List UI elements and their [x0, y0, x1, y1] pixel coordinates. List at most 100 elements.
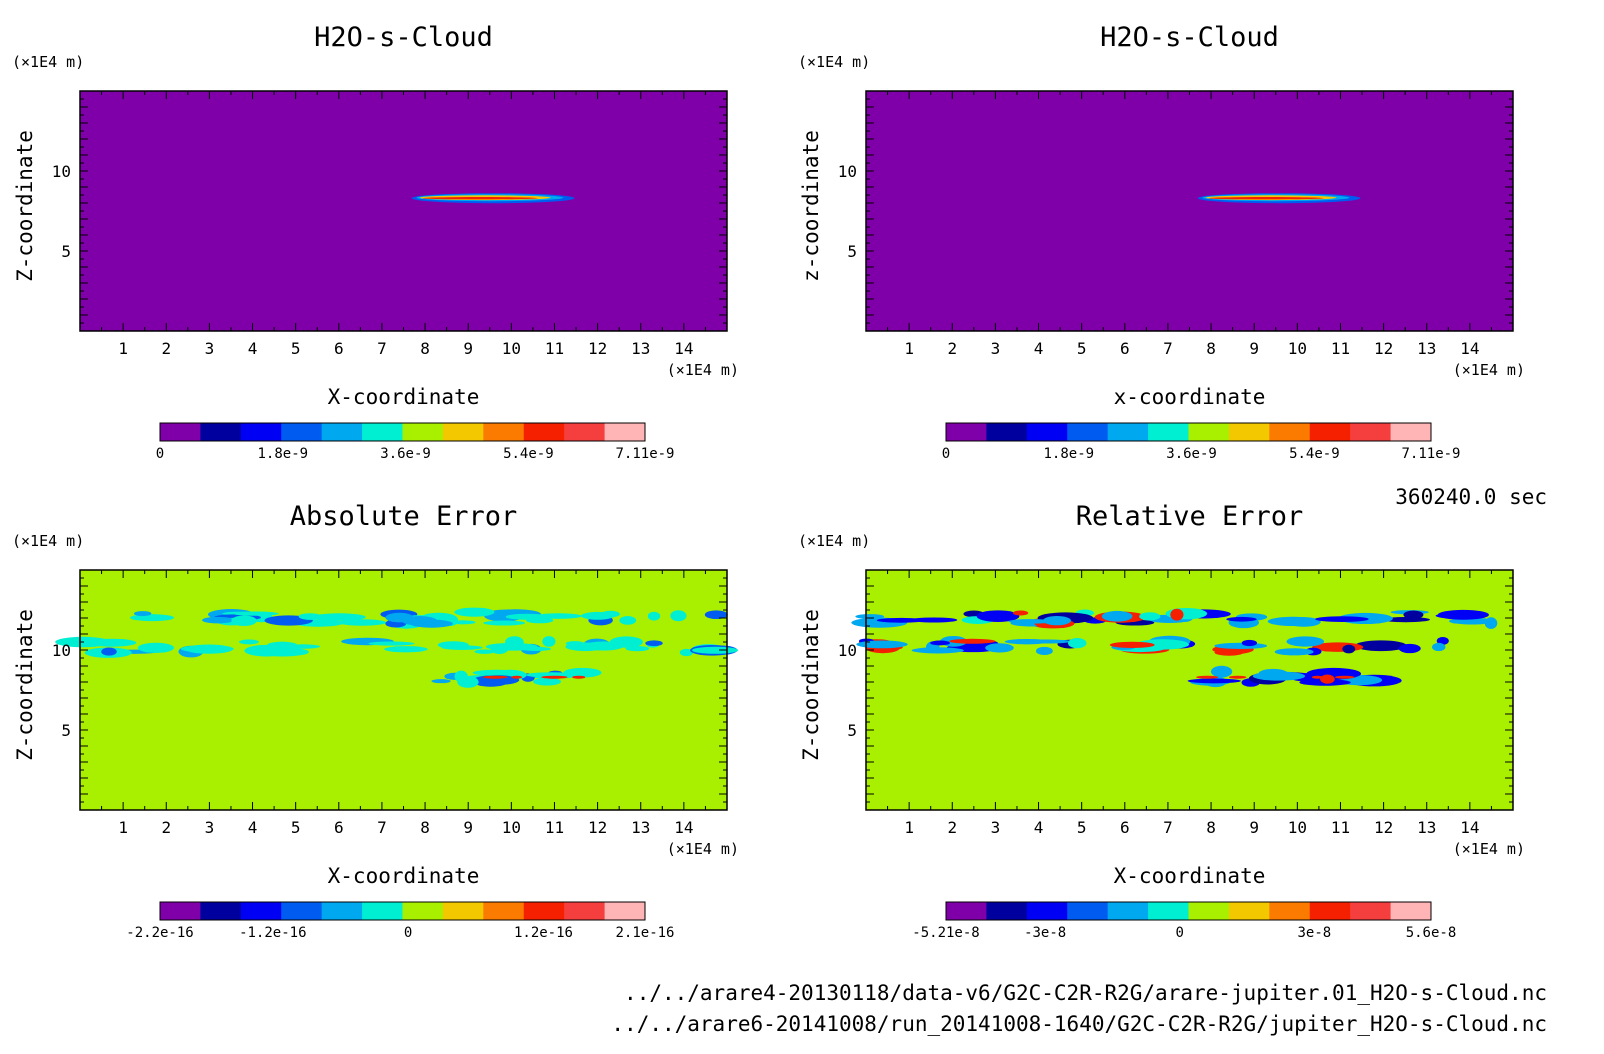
panel-3: Absolute Error(×1E4 m)1 2 3 4 5 6 7 8 9 10 11 12 13 1… — [12, 501, 739, 941]
x-unit-label: (×1E4 m) — [1453, 361, 1525, 379]
x-tick-label: 11 — [545, 339, 564, 358]
y-tick-label: 10 — [52, 162, 71, 181]
colorbar-swatch — [1309, 902, 1351, 920]
colorbar-swatch — [1067, 902, 1109, 920]
colorbar-swatch — [321, 902, 363, 920]
x-tick-label: 5 — [291, 339, 301, 358]
error-blob — [1101, 610, 1133, 622]
x-tick-label: 5 — [1077, 339, 1087, 358]
x-axis-label: X-coordinate — [1114, 864, 1266, 888]
x-tick-label: 8 — [1206, 818, 1216, 837]
colorbar: -2.2e-16 -1.2e-16 0 1.2e-16 2.1e-16 — [126, 901, 675, 941]
error-blob — [856, 640, 908, 649]
colorbar: 0 1.8e-9 3.6e-9 5.4e-9 7.11e-9 — [942, 422, 1461, 462]
error-blob — [454, 670, 468, 683]
error-blob — [609, 636, 644, 648]
error-blob — [431, 679, 451, 684]
cloud-core — [422, 197, 538, 200]
x-unit-label: (×1E4 m) — [667, 840, 739, 858]
axis-ticks — [79, 90, 728, 332]
y-unit-label: (×1E4 m) — [798, 53, 870, 71]
error-blob — [619, 616, 637, 625]
x-tick-label: 13 — [1417, 339, 1436, 358]
colorbar-swatch — [402, 902, 444, 920]
error-blob — [184, 644, 233, 654]
plot-area — [866, 91, 1513, 331]
colorbar-swatch — [281, 902, 323, 920]
error-blob — [1196, 675, 1219, 679]
colorbar-frame — [159, 901, 646, 921]
x-tick-label: 6 — [1120, 339, 1130, 358]
y-tick-label: 5 — [847, 721, 857, 740]
colorbar-frame — [945, 422, 1432, 442]
error-blob — [525, 617, 554, 624]
error-blob — [1135, 639, 1190, 650]
error-blob — [482, 675, 508, 679]
x-tick-label: 1 — [118, 339, 128, 358]
error-blob — [1437, 609, 1489, 620]
error-blob — [985, 643, 1014, 653]
colorbar-label: 5.6e-8 — [1406, 925, 1457, 941]
colorbar-label: -5.21e-8 — [912, 925, 979, 941]
x-tick-label: 10 — [1288, 339, 1307, 358]
error-blob — [505, 636, 524, 649]
colorbar-frame — [159, 422, 646, 442]
colorbar-label: 1.8e-9 — [1043, 446, 1094, 462]
colorbar-swatch — [442, 902, 484, 920]
colorbar-label: 0 — [156, 446, 164, 462]
x-tick-label: 4 — [1034, 818, 1044, 837]
error-blob — [454, 607, 495, 617]
x-tick-label: 12 — [1374, 818, 1393, 837]
x-tick-label: 2 — [161, 818, 171, 837]
error-blob — [541, 675, 568, 679]
error-blob — [483, 620, 526, 626]
error-blob — [645, 640, 663, 647]
plot-area — [866, 570, 1513, 810]
colorbar: 0 1.8e-9 3.6e-9 5.4e-9 7.11e-9 — [156, 422, 675, 462]
x-tick-label: 2 — [947, 339, 957, 358]
error-blob — [298, 613, 322, 620]
x-tick-label: 2 — [161, 339, 171, 358]
error-blob — [1170, 608, 1184, 621]
colorbar-swatch — [1107, 423, 1149, 441]
error-blob — [1403, 610, 1424, 619]
error-blob — [1381, 617, 1430, 623]
error-blob — [533, 677, 562, 686]
x-tick-label: 11 — [1331, 339, 1350, 358]
colorbar-swatch — [1390, 423, 1432, 441]
error-blob — [691, 646, 739, 654]
x-tick-label: 3 — [991, 339, 1001, 358]
y-tick-label: 10 — [52, 641, 71, 660]
y-tick-label: 5 — [61, 242, 71, 261]
axis-ticks — [865, 90, 1514, 332]
x-tick-label: 14 — [1460, 339, 1479, 358]
x-tick-label: 12 — [588, 339, 607, 358]
error-blob — [1315, 616, 1369, 622]
colorbar-label: 3.6e-9 — [380, 446, 431, 462]
colorbar-label: 0 — [942, 446, 950, 462]
error-blob — [474, 649, 495, 654]
colorbar-swatch — [564, 423, 606, 441]
error-blob — [563, 667, 602, 678]
error-blob — [1210, 665, 1233, 678]
panel-title: Absolute Error — [290, 501, 518, 532]
colorbar-swatch — [1107, 902, 1149, 920]
colorbar-swatch — [240, 902, 282, 920]
panel-title: Relative Error — [1076, 501, 1304, 532]
colorbar-swatch — [160, 423, 201, 441]
error-blob — [133, 611, 152, 617]
x-tick-label: 5 — [1077, 818, 1087, 837]
y-tick-label: 5 — [847, 242, 857, 261]
y-unit-label: (×1E4 m) — [798, 532, 870, 550]
plot-area — [80, 570, 727, 810]
file-path-1: ../../arare4-20130118/data-v6/G2C-C2R-R2… — [624, 981, 1547, 1005]
colorbar-label: 7.11e-9 — [1401, 446, 1460, 462]
colorbar-swatch — [483, 902, 525, 920]
colorbar-swatch — [1350, 902, 1392, 920]
x-tick-label: 4 — [248, 339, 258, 358]
error-blob — [1354, 640, 1407, 652]
y-tick-label: 10 — [838, 641, 857, 660]
x-tick-label: 6 — [334, 339, 344, 358]
error-blob — [1286, 636, 1325, 647]
colorbar-swatch — [1148, 902, 1189, 920]
